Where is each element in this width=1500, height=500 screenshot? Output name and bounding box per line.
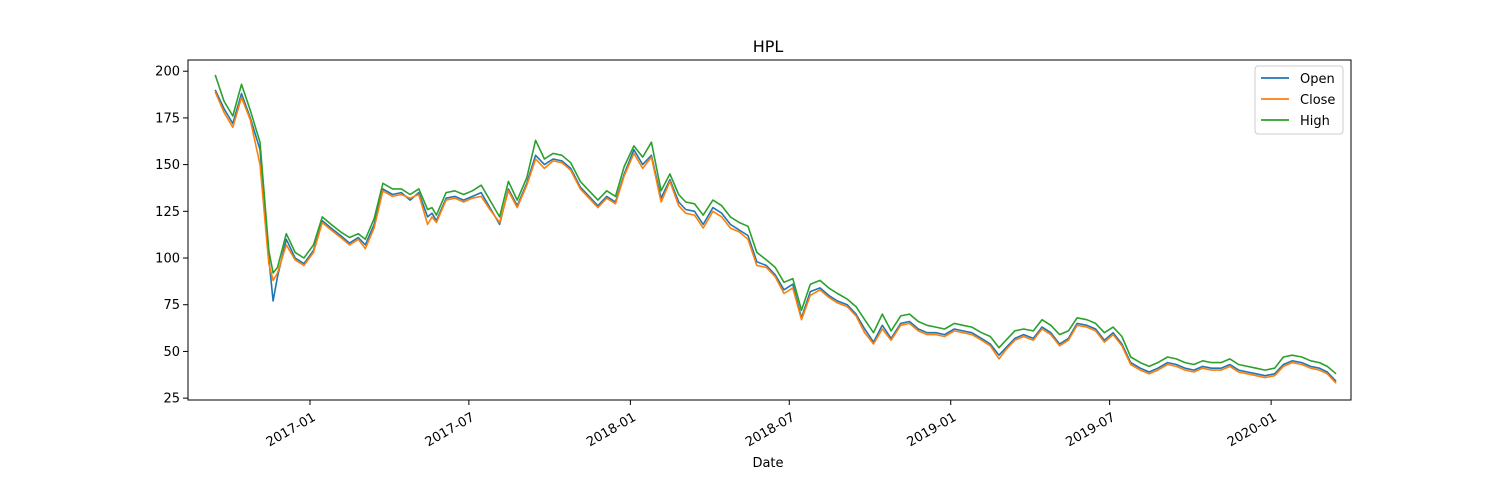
x-axis: 2017-01 2017-07 2018-01 2018-07 2019-01 2019-… (264, 400, 1280, 450)
series-line-open (214, 89, 1337, 382)
x-tick-label: 2019-01 (905, 410, 960, 450)
series-line-close (214, 91, 1337, 384)
legend-entry-close: Close (1300, 93, 1335, 108)
legend: Open Close High (1254, 65, 1344, 135)
legend-box (1254, 65, 1344, 135)
y-tick-label: 200 (155, 65, 180, 80)
legend-entry-high: High (1300, 114, 1330, 129)
y-tick-label: 75 (163, 298, 180, 313)
y-tick-label: 25 (163, 392, 180, 407)
x-tick-label: 2017-07 (423, 410, 478, 450)
y-tick-label: 175 (155, 111, 180, 126)
chart-title: HPL (753, 37, 784, 56)
legend-entry-open: Open (1300, 72, 1335, 87)
plot-area (214, 74, 1337, 384)
y-tick-label: 125 (155, 205, 180, 220)
x-tick-label: 2019-07 (1063, 410, 1118, 450)
y-tick-label: 100 (155, 252, 180, 267)
x-tick-label: 2018-01 (584, 410, 639, 450)
x-axis-label: Date (752, 456, 783, 471)
axes-frame (187, 59, 1352, 401)
x-tick-label: 2017-01 (264, 410, 319, 450)
y-axis: 25 50 75 100 125 150 175 200 (155, 65, 188, 407)
series-line-high (214, 74, 1337, 375)
x-tick-label: 2020-01 (1225, 410, 1280, 450)
y-tick-label: 150 (155, 158, 180, 173)
y-tick-label: 50 (163, 345, 180, 360)
x-tick-label: 2018-07 (743, 410, 798, 450)
